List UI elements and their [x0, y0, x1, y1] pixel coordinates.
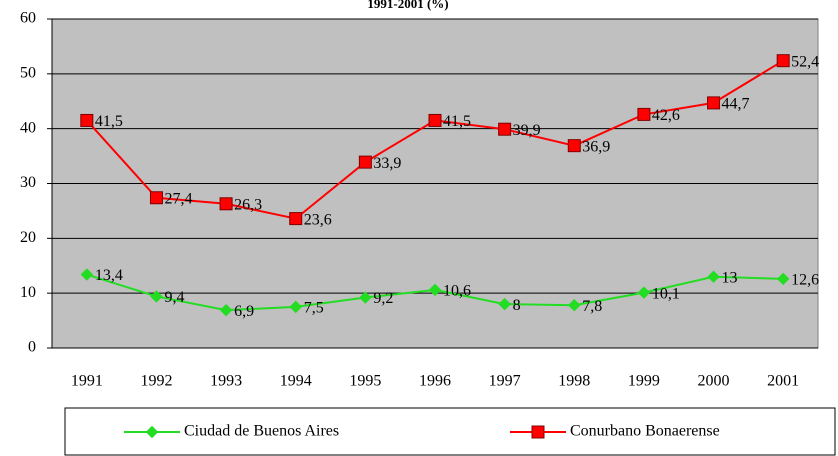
marker — [567, 139, 581, 153]
marker — [498, 122, 512, 136]
data-label: 13,4 — [95, 267, 123, 284]
legend-label: Conurbano Bonaerense — [570, 423, 720, 440]
y-tick-label: 20 — [20, 229, 36, 246]
marker — [498, 297, 511, 311]
marker — [289, 300, 302, 314]
marker — [637, 107, 651, 121]
x-tick-label: 2001 — [767, 373, 799, 390]
data-label: 23,6 — [304, 211, 332, 228]
x-tick-label: 1996 — [419, 373, 451, 390]
marker — [776, 272, 790, 286]
x-tick-label: 1997 — [489, 373, 521, 390]
data-label: 27,4 — [164, 190, 192, 207]
marker — [531, 425, 545, 439]
marker — [707, 270, 720, 283]
data-label: 42,6 — [652, 107, 680, 124]
y-tick-label: 50 — [20, 65, 36, 82]
x-tick-label: 2000 — [698, 373, 730, 390]
marker — [776, 54, 790, 68]
chart-title: 1991-2001 (%) — [367, 0, 448, 11]
data-label: 13 — [722, 269, 738, 286]
marker — [358, 155, 372, 169]
marker — [150, 290, 163, 303]
data-label: 26,3 — [234, 196, 262, 213]
data-label: 41,5 — [95, 113, 123, 130]
marker — [289, 212, 303, 226]
y-tick-label: 0 — [28, 339, 36, 356]
data-label: 44,7 — [722, 96, 750, 113]
y-tick-label: 60 — [20, 10, 36, 27]
data-label: 7,5 — [304, 300, 324, 317]
x-tick-label: 1992 — [140, 373, 172, 390]
y-tick-label: 40 — [20, 119, 36, 136]
marker — [149, 191, 163, 205]
data-label: 52,4 — [791, 53, 819, 70]
data-label: 36,9 — [582, 138, 610, 155]
y-tick-label: 30 — [20, 174, 36, 191]
x-tick-label: 1994 — [280, 373, 312, 390]
x-tick-label: 1995 — [349, 373, 381, 390]
marker — [80, 268, 94, 281]
data-label: 39,9 — [513, 122, 541, 139]
data-label: 12,6 — [791, 272, 819, 289]
legend-box — [64, 407, 836, 456]
data-label: 8 — [513, 297, 521, 314]
data-label: 7,8 — [582, 298, 602, 315]
data-label: 10,6 — [443, 283, 471, 300]
marker — [707, 96, 721, 110]
marker — [428, 113, 442, 127]
marker — [568, 299, 581, 312]
data-label: 10,1 — [652, 285, 680, 302]
marker — [219, 197, 233, 211]
x-tick-label: 1999 — [628, 373, 660, 390]
legend-label: Ciudad de Buenos Aires — [184, 423, 339, 440]
marker — [80, 113, 94, 127]
marker — [219, 303, 233, 317]
marker — [428, 283, 442, 297]
marker — [359, 291, 372, 304]
marker — [637, 286, 651, 299]
data-label: 9,4 — [164, 289, 184, 306]
data-label: 33,9 — [373, 155, 401, 172]
y-tick-label: 10 — [20, 284, 36, 301]
marker — [145, 425, 159, 439]
x-tick-label: 1998 — [558, 373, 590, 390]
data-label: 41,5 — [443, 113, 471, 130]
x-tick-label: 1993 — [210, 373, 242, 390]
data-label: 9,2 — [373, 290, 393, 307]
data-label: 6,9 — [234, 303, 254, 320]
x-tick-label: 1991 — [71, 373, 103, 390]
